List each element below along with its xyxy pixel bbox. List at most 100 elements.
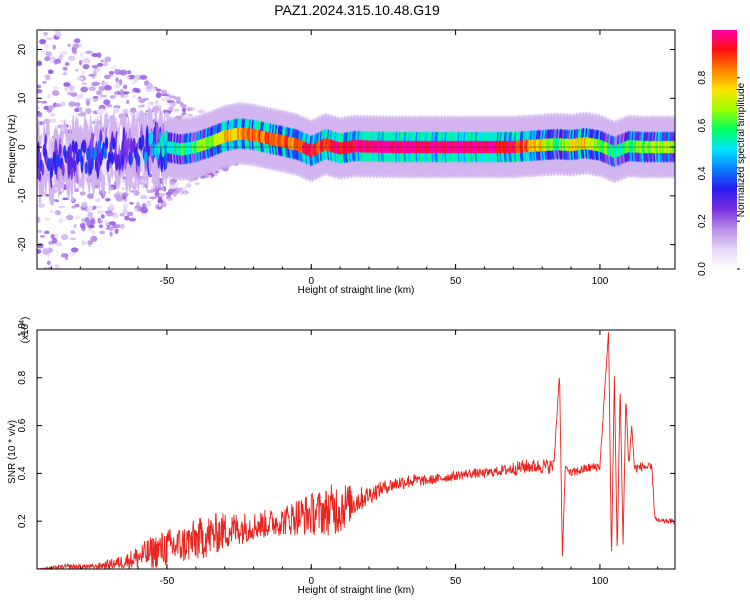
spectrogram-noise-cell <box>97 62 104 67</box>
spectrogram-ridge-cell <box>110 151 114 165</box>
spectrogram-noise-cell <box>109 203 114 210</box>
figure-title: PAZ1.2024.315.10.48.G19 <box>274 2 440 18</box>
spectrogram-noise-cell <box>137 96 142 100</box>
spectrogram-noise-cell <box>96 90 103 96</box>
spectrogram-noise-cell <box>115 77 119 83</box>
spectrogram-noise-cell <box>136 201 140 208</box>
spectrogram-noise-cell <box>79 222 86 229</box>
spectrogram-noise-cell <box>49 118 57 123</box>
spectrogram-noise-cell <box>58 218 63 223</box>
spectrogram-noise-cell <box>121 187 127 191</box>
spectrogram-ridge-cell <box>37 167 41 180</box>
spectrogram-ridge-cell <box>107 151 112 164</box>
spectrogram-noise-cell <box>39 24 46 28</box>
spectrogram-noise-cell <box>109 231 113 237</box>
spectrogram-noise-cell <box>113 107 120 114</box>
spectrogram-noise-cell <box>161 97 165 102</box>
spectrogram-noise-cell <box>169 95 176 99</box>
spectrogram-noise-cell <box>60 51 68 55</box>
spectrogram-noise-cell <box>81 70 85 77</box>
spectrogram-ridge-cell <box>147 144 151 158</box>
spectrogram-noise-cell <box>91 64 99 69</box>
spectrogram-noise-cell <box>37 216 41 223</box>
y-tick-label: -10 <box>17 188 28 203</box>
spectrogram-noise-cell <box>88 227 92 232</box>
spectrogram-ridge-cell <box>83 140 87 154</box>
spectrogram-noise-cell <box>96 108 102 114</box>
spectrogram-noise-cell <box>37 84 41 89</box>
spectrogram-noise-cell <box>81 240 85 247</box>
spectrogram-noise-cell <box>59 119 68 124</box>
spectrogram-noise-cell <box>36 272 40 276</box>
spectrogram-ridge-cell <box>52 151 57 164</box>
spectrogram-noise-cell <box>141 104 145 108</box>
spectrogram-frame <box>36 29 676 270</box>
colorbar-axis: 0.0 0.2 0.4 0.6 0.8 <box>697 70 740 276</box>
spectrogram-noise-cell <box>37 249 42 254</box>
spectrogram-noise-cell <box>121 192 129 198</box>
colorbar-gradient <box>712 30 737 269</box>
y-tick-label: 10 <box>17 92 28 104</box>
spectrogram-noise-cell <box>194 181 200 186</box>
spectrogram-noise-cell <box>54 263 60 269</box>
spectrogram-noise-cell <box>176 187 184 192</box>
spectrogram-noise-cell <box>104 74 111 80</box>
spectrogram-noise-cell <box>132 94 136 99</box>
spectrogram-noise-cell <box>60 253 69 258</box>
spectrogram-noise-cell <box>41 100 47 104</box>
spectrogram-noise-cell <box>62 72 67 76</box>
x-tick-label: 0 <box>308 576 314 587</box>
spectrogram-noise-cell <box>157 199 164 205</box>
spectrogram-noise-cell <box>47 266 52 269</box>
x-tick-label: -50 <box>160 576 175 587</box>
spectrogram-noise-cell <box>77 112 86 117</box>
colorbar-label: Normalized spectral amplitude <box>736 82 747 217</box>
spectrogram-noise-cell <box>168 106 174 112</box>
spectrogram-noise-cell <box>52 90 60 97</box>
spectrogram-ridge-cell <box>73 159 77 173</box>
spectrogram-noise-cell <box>79 92 84 100</box>
y-tick-label: 0.8 <box>17 370 28 384</box>
spectrogram-noise-cell <box>44 230 50 235</box>
spectrogram-noise-cell <box>37 229 43 233</box>
spectrogram-ridge-cell <box>96 151 100 165</box>
spectrogram-noise-cell <box>98 85 105 92</box>
spectrogram-noise-cell <box>45 74 51 81</box>
spectrogram-noise-cell <box>166 197 173 202</box>
y-tick-label: 0.4 <box>17 466 28 480</box>
spectrogram-noise-cell <box>64 86 69 92</box>
spectrogram-noise-cell <box>126 70 132 75</box>
spectrogram-noise-cell <box>103 99 111 106</box>
spectrogram-noise-cell <box>79 51 84 58</box>
spectrogram-noise-cell <box>119 212 125 217</box>
spectrogram-noise-cell <box>97 210 105 215</box>
spectrogram-noise-cell <box>88 73 95 77</box>
spectrogram-noise-cell <box>114 83 121 89</box>
spectrogram-noise-cell <box>43 32 49 35</box>
spectrogram-ridge-cell <box>68 144 72 158</box>
spectrogram-noise-cell <box>65 214 74 221</box>
spectrogram-noise-cell <box>180 104 188 109</box>
spectrogram-noise-cell <box>156 88 162 92</box>
spectrogram-noise-cell <box>74 107 80 113</box>
spectrogram-noise-cell <box>68 101 76 107</box>
spectrogram-ridge-cell <box>70 156 74 170</box>
spectrogram-noise-cell <box>47 93 51 99</box>
spectrogram-noise-cell <box>70 92 78 97</box>
spectrogram-noise-cell <box>138 98 146 103</box>
spectrogram-noise-cell <box>99 219 103 224</box>
spectrogram-ridge-cell <box>80 155 84 169</box>
spectrogram-noise-cell <box>148 101 155 106</box>
spectrogram-noise-cell <box>80 86 89 93</box>
spectrogram-noise-cell <box>162 201 167 208</box>
snr-panel: -50 0 50 100 0.2 0.4 0.6 0.8 1.0 Height of stra… <box>7 317 676 596</box>
snr-frame <box>36 329 676 570</box>
spectrogram-noise-cell <box>82 57 91 64</box>
spectrogram-noise-cell <box>129 74 135 79</box>
spectrogram-noise-cell <box>132 87 139 93</box>
spectrogram-noise-cell <box>54 233 59 239</box>
spectrogram-ridge-cell <box>41 162 45 176</box>
spectrogram-noise-cell <box>141 212 147 218</box>
spectrogram-noise-cell <box>88 86 96 91</box>
